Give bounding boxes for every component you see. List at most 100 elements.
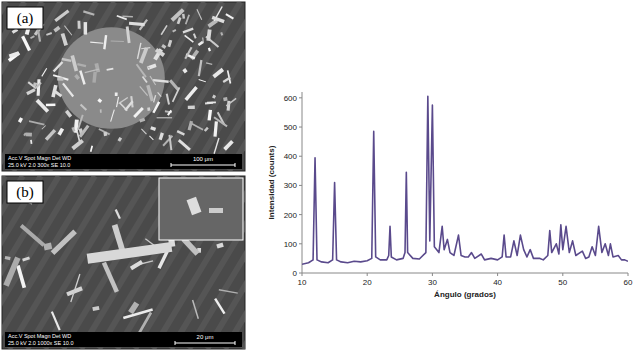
crystal [26,88,35,95]
crystal [90,42,103,44]
crystal [171,8,185,21]
crystal [136,64,147,78]
crystal [209,208,223,213]
micrograph-bg [2,176,245,349]
crystal [123,308,153,319]
crystal [188,106,195,110]
crystal [188,121,194,131]
crystal [207,102,216,104]
crystal [124,101,133,112]
crystal [212,68,224,78]
crystal [30,35,35,39]
x-tick-label: 60 [624,278,633,287]
crystal [172,87,180,102]
crystal [115,93,118,96]
crystal [133,107,144,118]
scale-bar [171,165,235,166]
crystal [16,265,26,288]
texture [211,2,245,171]
micrograph: Acc.V Spot Magn Det WD25.0 kV 2.0 300x S… [0,2,330,171]
crystal [167,40,172,47]
crystal [116,97,119,108]
scale-label: 20 μm [197,334,214,340]
crystal [126,26,131,43]
crystal [227,70,231,84]
label-box [7,181,43,203]
crystal [46,32,52,36]
label-box [7,7,43,29]
scale-bar [175,341,176,345]
crystal [223,77,231,83]
texture [153,176,245,349]
chart: 0100200300400500600102030405060Ángulo (g… [267,92,633,299]
micrograph: Acc.V Spot Magn Det WD25.0 kV 2.0 1000x … [0,176,347,349]
crystal [199,79,207,82]
crystal [141,129,147,135]
texture [2,176,59,349]
crystal [128,301,139,314]
y-tick [299,97,302,98]
texture [157,2,245,171]
crystal [70,274,80,302]
crystal [206,29,211,41]
texture [193,2,245,171]
scale-bar [235,341,236,345]
crystal [92,306,99,311]
panel-label: (a) [17,10,34,27]
crystal [167,110,172,116]
crystal [184,86,197,101]
y-tick-label: 400 [284,152,298,161]
crystal [62,58,72,62]
crystal [192,300,199,319]
y-tick [299,127,302,128]
crystal [87,242,173,264]
crystal [139,118,145,123]
crystal [22,257,30,262]
crystal [46,104,56,107]
x-tick [367,273,368,276]
crystal [183,28,194,34]
crystal [53,61,64,72]
crystal [97,98,102,103]
crystal [111,40,124,41]
x-tick [497,273,498,276]
crystal [43,243,52,251]
crystal [130,260,143,270]
crystal [54,9,69,22]
crystal [226,98,237,107]
scale-bar [235,163,236,167]
x-tick [432,273,433,276]
crystal [74,74,80,80]
crystal [36,99,50,113]
crystal [146,85,154,102]
crystal [202,37,204,43]
y-tick-label: 500 [284,123,298,132]
crystal [187,197,202,215]
crystal [61,33,68,46]
crystal [225,13,234,19]
info-values: 25.0 kV 2.0 1000x SE 10.0 [8,340,73,346]
crystal [77,115,84,131]
micrograph-content [2,2,245,171]
crystal [21,36,31,52]
crystal [208,47,211,51]
crystal [64,25,72,35]
crystal [57,128,64,136]
crystal [153,79,169,83]
crystal [65,110,72,118]
crystal [141,47,150,49]
crystal [71,139,84,150]
crystal [213,121,218,137]
y-tick [299,243,302,244]
crystal [223,97,228,101]
y-tick [299,185,302,186]
x-tick [302,273,303,276]
y-axis-title: Intensidad (counts) [267,145,276,219]
info-band [5,154,242,169]
crystal [212,16,225,23]
crystal [178,139,191,151]
x-tick-label: 20 [363,278,372,287]
crystal [213,116,227,127]
crystal [182,14,185,19]
crystal [41,68,47,77]
